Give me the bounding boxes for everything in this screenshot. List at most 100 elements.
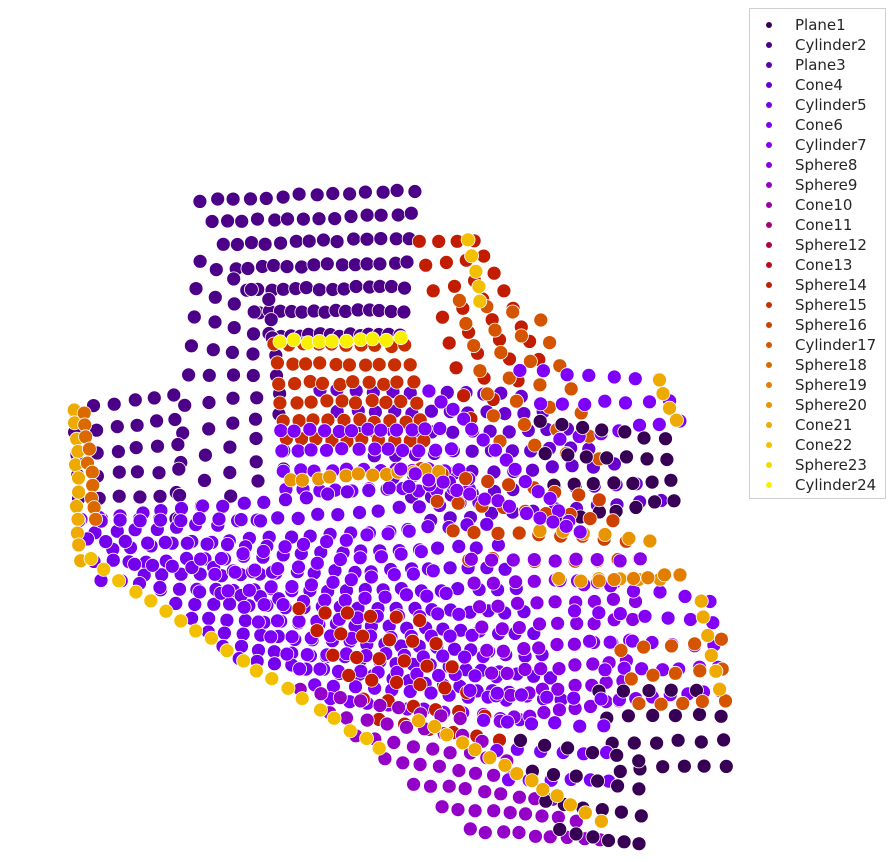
scatter-point bbox=[367, 441, 383, 457]
scatter-point bbox=[498, 452, 514, 468]
scatter-point bbox=[534, 808, 550, 824]
scatter-point bbox=[549, 788, 565, 804]
scatter-point bbox=[275, 597, 291, 612]
scatter-point bbox=[243, 191, 258, 207]
legend-marker bbox=[766, 262, 772, 268]
scatter-point bbox=[445, 523, 461, 539]
scatter-point bbox=[401, 479, 417, 494]
scatter-point bbox=[291, 601, 307, 616]
scatter-point bbox=[245, 368, 261, 383]
scatter-point bbox=[477, 784, 493, 800]
scatter-point bbox=[572, 718, 588, 734]
scatter-point bbox=[585, 829, 601, 845]
scatter-point bbox=[693, 734, 709, 750]
scatter-point bbox=[412, 613, 428, 628]
scatter-point bbox=[384, 279, 399, 294]
scatter-point bbox=[216, 625, 232, 641]
scatter-point bbox=[143, 593, 159, 609]
scatter-point bbox=[302, 421, 318, 437]
scatter-point bbox=[311, 211, 327, 227]
legend-item: Sphere20 bbox=[750, 395, 885, 415]
scatter-point bbox=[211, 511, 227, 527]
scatter-point bbox=[284, 579, 300, 594]
scatter-point bbox=[662, 400, 677, 416]
scatter-point bbox=[406, 374, 422, 390]
scatter-point bbox=[552, 702, 567, 718]
scatter-point bbox=[371, 651, 387, 667]
scatter-point bbox=[427, 719, 443, 734]
legend-marker bbox=[766, 462, 772, 468]
scatter-point bbox=[460, 232, 476, 248]
scatter-point bbox=[442, 628, 458, 644]
scatter-point bbox=[375, 184, 391, 200]
scatter-point bbox=[399, 587, 414, 603]
scatter-point bbox=[378, 394, 394, 410]
scatter-point bbox=[301, 233, 317, 249]
scatter-point bbox=[266, 258, 282, 273]
scatter-point bbox=[617, 424, 633, 440]
scatter-point bbox=[289, 395, 305, 411]
legend-item: Sphere19 bbox=[750, 375, 885, 395]
scatter-point bbox=[606, 591, 621, 607]
scatter-point bbox=[495, 643, 511, 659]
scatter-point bbox=[659, 452, 675, 467]
scatter-point bbox=[380, 441, 396, 457]
scatter-point bbox=[513, 733, 528, 748]
scatter-point bbox=[485, 575, 501, 591]
scatter-point bbox=[431, 233, 447, 249]
scatter-point bbox=[444, 659, 460, 675]
legend-item: Sphere8 bbox=[750, 155, 885, 175]
legend-marker bbox=[766, 182, 772, 188]
scatter-point bbox=[271, 376, 287, 392]
scatter-point bbox=[111, 464, 127, 480]
legend-label: Cylinder5 bbox=[795, 96, 867, 114]
scatter-point bbox=[443, 441, 459, 457]
scatter-point bbox=[393, 330, 409, 346]
scatter-point bbox=[462, 821, 478, 837]
scatter-point bbox=[226, 296, 242, 312]
scatter-point bbox=[532, 510, 548, 526]
scatter-point bbox=[192, 193, 208, 209]
scatter-point bbox=[696, 758, 712, 774]
scatter-point bbox=[708, 663, 724, 679]
scatter-point bbox=[397, 280, 412, 296]
legend-marker bbox=[766, 422, 772, 428]
legend-item: Sphere14 bbox=[750, 275, 885, 295]
scatter-point bbox=[372, 698, 388, 713]
scatter-point bbox=[577, 397, 593, 412]
scatter-point bbox=[71, 537, 87, 553]
scatter-point bbox=[267, 656, 282, 672]
scatter-point bbox=[298, 356, 314, 372]
scatter-point bbox=[423, 685, 439, 701]
scatter-point bbox=[409, 395, 425, 411]
scatter-point bbox=[529, 595, 545, 611]
legend-marker bbox=[766, 342, 772, 348]
scatter-point bbox=[496, 824, 512, 840]
scatter-point bbox=[450, 802, 466, 817]
scatter-point bbox=[352, 505, 367, 520]
scatter-point bbox=[317, 605, 333, 621]
scatter-point bbox=[490, 598, 506, 614]
legend-item: Sphere15 bbox=[750, 295, 885, 315]
scatter-point bbox=[418, 257, 434, 273]
scatter-point bbox=[157, 535, 173, 550]
scatter-point bbox=[393, 461, 409, 477]
legend-marker bbox=[766, 402, 772, 408]
scatter-point bbox=[315, 375, 330, 391]
scatter-point bbox=[509, 766, 525, 781]
scatter-point bbox=[359, 731, 375, 746]
scatter-point bbox=[404, 422, 420, 438]
scatter-point bbox=[325, 574, 341, 590]
legend-marker bbox=[766, 382, 772, 388]
legend-marker bbox=[766, 482, 772, 488]
scatter-point bbox=[377, 589, 393, 605]
scatter-point bbox=[365, 467, 381, 483]
scatter-point bbox=[306, 257, 322, 273]
legend-label: Cone6 bbox=[795, 116, 843, 134]
scatter-point bbox=[668, 665, 683, 681]
scatter-point bbox=[334, 393, 350, 409]
scatter-point bbox=[82, 441, 97, 457]
scatter-point bbox=[272, 334, 288, 350]
scatter-point bbox=[391, 499, 407, 515]
scatter-point bbox=[486, 803, 502, 819]
